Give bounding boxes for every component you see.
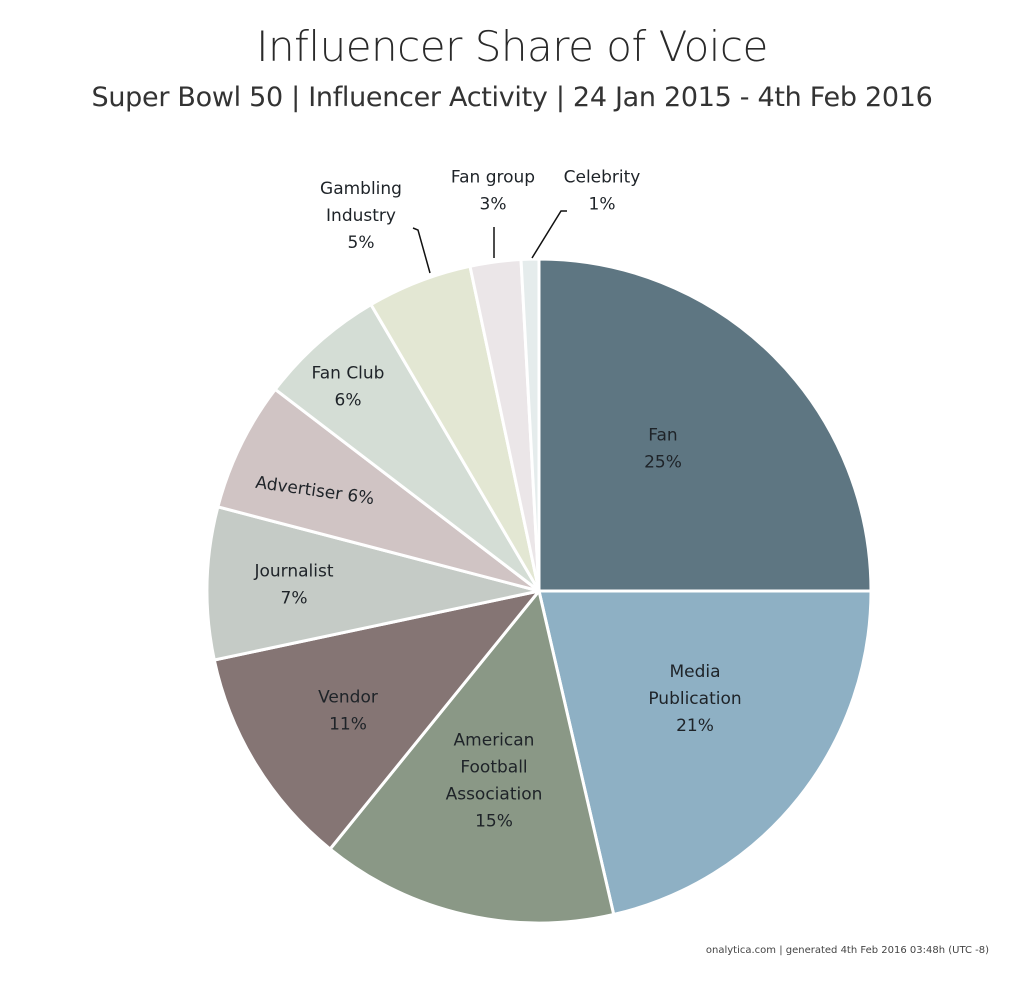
slice-labels: Fan 25% Media Publication 21% American Footbal… xyxy=(253,168,741,832)
slice-label: Media Publication 21% xyxy=(648,662,741,736)
pie-slice-fan-club xyxy=(273,303,541,593)
pie-slice-celebrity xyxy=(519,257,541,593)
slice-label: Fan Club 6% xyxy=(312,364,385,411)
chart-title: Influencer Share of Voice xyxy=(256,22,768,71)
leader-line xyxy=(412,227,431,274)
slice-label: Vendor 11% xyxy=(318,688,378,735)
pie-slice-fan xyxy=(537,257,873,593)
slice-label: Fan group 3% xyxy=(451,168,535,215)
footer-credit: onalytica.com | generated 4th Feb 2016 0… xyxy=(705,945,989,956)
pie-slice-advertiser xyxy=(216,387,541,593)
slice-label: Gambling Industry 5% xyxy=(320,179,402,253)
pie-slice-journalist xyxy=(205,505,541,662)
pie-slice-media-publication xyxy=(537,589,873,916)
pie-slice-vendor xyxy=(212,589,541,851)
chart-subtitle: Super Bowl 50 | Influencer Activity | 24… xyxy=(91,82,933,113)
leader-lines xyxy=(412,210,567,274)
slice-label: American Football Association 15% xyxy=(446,731,543,832)
slice-label: Fan 25% xyxy=(644,426,682,473)
pie-slices xyxy=(205,257,873,925)
leader-line xyxy=(531,210,567,259)
slice-label: Celebrity 1% xyxy=(564,168,641,215)
pie-slice-american-football-association xyxy=(328,589,616,925)
slice-label: Journalist 7% xyxy=(253,562,333,609)
